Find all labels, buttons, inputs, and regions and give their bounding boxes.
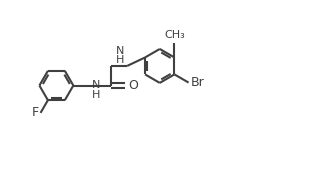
Text: H: H [116, 55, 125, 65]
Text: N: N [92, 81, 101, 90]
Text: N: N [116, 46, 125, 56]
Text: O: O [129, 79, 138, 92]
Text: H: H [92, 90, 101, 100]
Text: F: F [32, 106, 39, 119]
Text: CH₃: CH₃ [164, 30, 185, 40]
Text: Br: Br [191, 76, 205, 89]
